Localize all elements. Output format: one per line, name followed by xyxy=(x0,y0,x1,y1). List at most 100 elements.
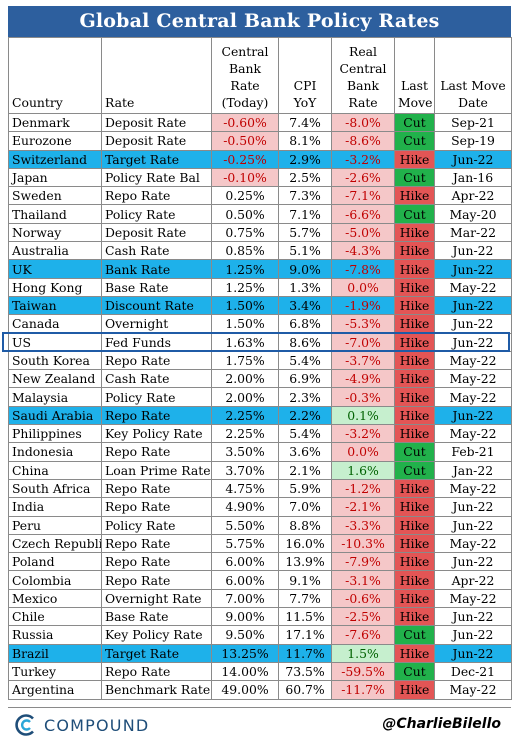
last-move-cell: Hike xyxy=(394,497,435,517)
rate-name-cell: Repo Rate xyxy=(101,552,212,572)
cpi-cell: 6.9% xyxy=(278,369,332,389)
country-cell: Czech Republic xyxy=(8,533,102,554)
cpi-cell: 60.7% xyxy=(278,680,332,700)
real-rate-cell: -10.3% xyxy=(331,533,395,554)
last-move-cell: Hike xyxy=(394,515,435,535)
cpi-cell: 9.1% xyxy=(278,570,332,590)
country-cell: Hong Kong xyxy=(8,277,102,297)
last-move-cell: Hike xyxy=(394,424,435,444)
cb-rate-cell: 5.50% xyxy=(211,515,279,535)
rate-name-cell: Repo Rate xyxy=(101,478,212,499)
last-move-date-cell: Jun-22 xyxy=(434,314,512,334)
last-move-date-cell: May-22 xyxy=(434,533,512,554)
last-move-date-cell: Mar-22 xyxy=(434,222,512,243)
cb-rate-cell: 4.75% xyxy=(211,478,279,499)
country-cell: Thailand xyxy=(8,204,102,224)
rate-name-cell: Repo Rate xyxy=(101,350,212,371)
table-row: Chile Base Rate 9.00% 11.5% -2.5% Hike Jun-22 xyxy=(8,607,512,627)
country-cell: US xyxy=(8,332,102,352)
rate-name-cell: Target Rate xyxy=(101,643,212,663)
table-row: Hong Kong Base Rate 1.25% 1.3% 0.0% Hike May-2… xyxy=(8,277,512,297)
country-cell: Switzerland xyxy=(8,149,102,169)
last-move-cell: Hike xyxy=(394,314,435,334)
cb-rate-cell: 0.50% xyxy=(211,204,279,224)
last-move-cell: Cut xyxy=(394,167,435,188)
last-move-cell: Hike xyxy=(394,259,435,279)
last-move-cell: Hike xyxy=(394,350,435,371)
cpi-cell: 5.9% xyxy=(278,478,332,499)
last-move-cell: Hike xyxy=(394,332,435,352)
rate-name-cell: Loan Prime Rate xyxy=(101,460,212,480)
rate-name-cell: Cash Rate xyxy=(101,369,212,389)
country-cell: Colombia xyxy=(8,570,102,590)
rate-name-cell: Cash Rate xyxy=(101,241,212,261)
cb-rate-cell: 7.00% xyxy=(211,588,279,609)
table-row: Australia Cash Rate 0.85% 5.1% -4.3% Hike Jun-… xyxy=(8,241,512,261)
header-rate: Rate xyxy=(101,37,212,114)
rate-name-cell: Policy Rate xyxy=(101,387,212,407)
country-cell: Poland xyxy=(8,552,102,572)
real-rate-cell: -4.9% xyxy=(331,369,395,389)
cb-rate-cell: -0.25% xyxy=(211,149,279,169)
cb-rate-cell: -0.10% xyxy=(211,167,279,188)
rate-name-cell: Discount Rate xyxy=(101,295,212,316)
cpi-cell: 7.4% xyxy=(278,112,332,133)
cb-rate-cell: 5.75% xyxy=(211,533,279,554)
real-rate-cell: 0.0% xyxy=(331,277,395,297)
last-move-date-cell: May-22 xyxy=(434,277,512,297)
cb-rate-cell: 14.00% xyxy=(211,661,279,682)
real-rate-cell: -0.6% xyxy=(331,588,395,609)
cb-rate-cell: 9.50% xyxy=(211,625,279,645)
last-move-cell: Hike xyxy=(394,405,435,426)
country-cell: Sweden xyxy=(8,186,102,206)
cb-rate-cell: 2.00% xyxy=(211,387,279,407)
real-rate-cell: -0.3% xyxy=(331,387,395,407)
cpi-cell: 11.7% xyxy=(278,643,332,663)
last-move-date-cell: May-22 xyxy=(434,680,512,700)
table-row: New Zealand Cash Rate 2.00% 6.9% -4.9% Hike Ma… xyxy=(8,369,512,389)
last-move-cell: Hike xyxy=(394,478,435,499)
cpi-cell: 9.0% xyxy=(278,259,332,279)
rate-name-cell: Key Policy Rate xyxy=(101,424,212,444)
last-move-cell: Hike xyxy=(394,607,435,627)
country-cell: Malaysia xyxy=(8,387,102,407)
rate-name-cell: Repo Rate xyxy=(101,533,212,554)
cpi-cell: 5.4% xyxy=(278,424,332,444)
last-move-cell: Hike xyxy=(394,295,435,316)
table-row: Philippines Key Policy Rate 2.25% 5.4% -3.2%… xyxy=(8,424,512,444)
real-rate-cell: -2.1% xyxy=(331,497,395,517)
last-move-date-cell: Jun-22 xyxy=(434,405,512,426)
country-cell: Japan xyxy=(8,167,102,188)
cb-rate-cell: -0.50% xyxy=(211,131,279,151)
real-rate-cell: -6.6% xyxy=(331,204,395,224)
table-row: Canada Overnight 1.50% 6.8% -5.3% Hike Jun-22 xyxy=(8,314,512,334)
rate-name-cell: Deposit Rate xyxy=(101,112,212,133)
table-row: Saudi Arabia Repo Rate 2.25% 2.2% 0.1% Hike Ju… xyxy=(8,405,512,426)
cb-rate-cell: 0.75% xyxy=(211,222,279,243)
compound-logo-icon xyxy=(15,714,34,736)
last-move-date-cell: Jun-22 xyxy=(434,332,512,352)
country-cell: Saudi Arabia xyxy=(8,405,102,426)
last-move-date-cell: Jun-22 xyxy=(434,515,512,535)
cpi-cell: 8.8% xyxy=(278,515,332,535)
country-cell: UK xyxy=(8,259,102,279)
rates-table-container: Global Central Bank Policy Rates Country… xyxy=(8,6,512,700)
real-rate-cell: -3.2% xyxy=(331,424,395,444)
real-rate-cell: 1.5% xyxy=(331,643,395,663)
table-row: Czech Republic Repo Rate 5.75% 16.0% -10.3% H… xyxy=(8,533,512,554)
cb-rate-cell: 2.00% xyxy=(211,369,279,389)
country-cell: Chile xyxy=(8,607,102,627)
country-cell: Brazil xyxy=(8,643,102,663)
last-move-date-cell: Dec-21 xyxy=(434,661,512,682)
country-cell: Mexico xyxy=(8,588,102,609)
table-body: Denmark Deposit Rate -0.60% 7.4% -8.0% Cut Sep… xyxy=(8,112,512,700)
last-move-cell: Cut xyxy=(394,661,435,682)
cpi-cell: 2.3% xyxy=(278,387,332,407)
rate-name-cell: Base Rate xyxy=(101,607,212,627)
cpi-cell: 17.1% xyxy=(278,625,332,645)
country-cell: Russia xyxy=(8,625,102,645)
last-move-date-cell: Apr-22 xyxy=(434,186,512,206)
country-cell: Turkey xyxy=(8,661,102,682)
rate-name-cell: Base Rate xyxy=(101,277,212,297)
last-move-date-cell: Feb-21 xyxy=(434,442,512,462)
